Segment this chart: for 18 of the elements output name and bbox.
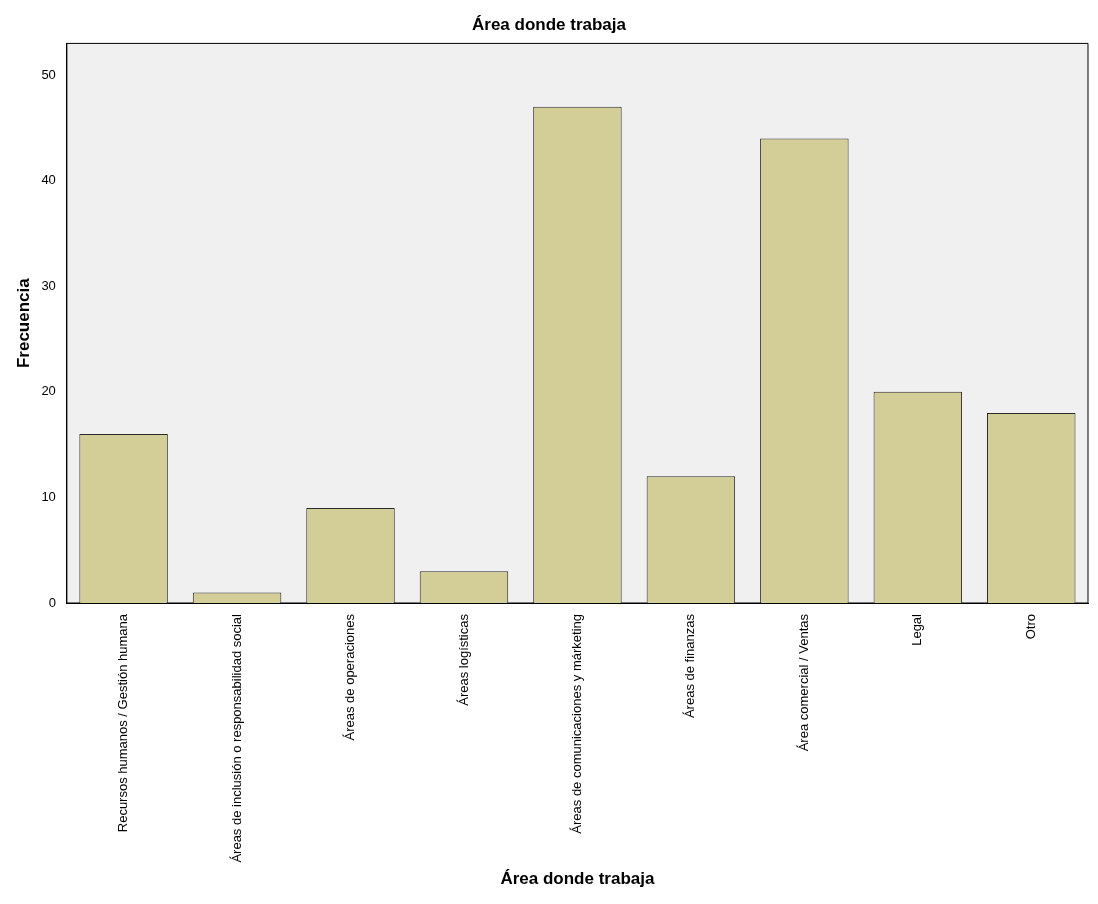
x-tick-label: Otro [1022, 614, 1038, 640]
x-axis-title: Área donde trabaja [500, 869, 655, 889]
y-tick-label: 0 [48, 594, 56, 610]
x-tick-label: Áreas de inclusión o responsabilidad social [228, 613, 244, 863]
chart-title: Área donde trabaja [472, 14, 627, 34]
x-tick-label: Legal [909, 613, 925, 646]
y-tick-label: 40 [41, 172, 56, 188]
x-tick-label: Área comercial / Ventas [795, 613, 811, 752]
x-tick-label: Áreas de finanzas [682, 613, 698, 719]
y-tick-label: 30 [41, 277, 56, 293]
x-tick-label: Áreas logísticas [455, 613, 471, 706]
x-tick-label: Áreas de operaciones [342, 613, 358, 741]
y-axis-title: Frecuencia [13, 277, 33, 369]
y-tick-label: 50 [41, 66, 56, 82]
x-tick-label: Áreas de comunicaciones y márketing [569, 614, 585, 834]
x-tick-label: Recursos humanos / Gestión humana [115, 613, 131, 833]
y-tick-label: 20 [41, 383, 56, 399]
y-tick-label: 10 [41, 489, 56, 504]
